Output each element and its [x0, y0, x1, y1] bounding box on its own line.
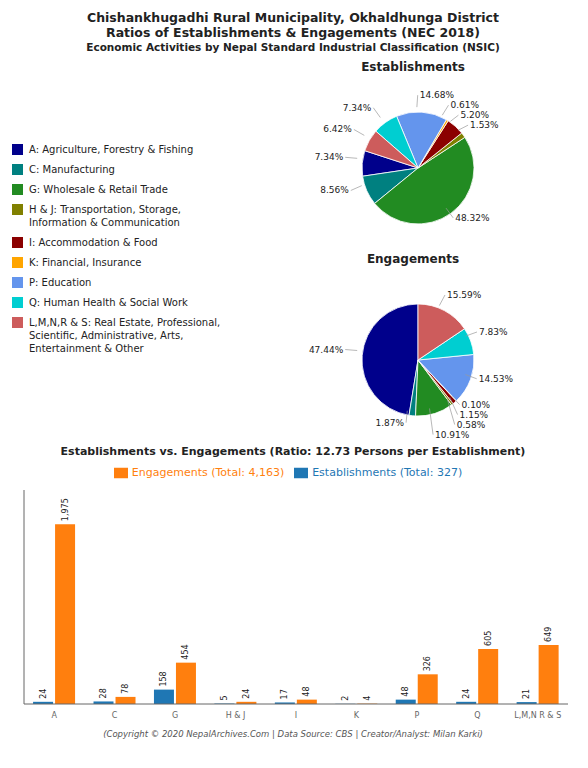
svg-text:2: 2	[341, 696, 350, 701]
svg-text:17: 17	[280, 689, 289, 699]
html-text:L,M,N,R & S: Real Estate, Prof: L,M,N,R & S: Real Estate, Professional, …	[29, 316, 221, 354]
svg-text:0.10%: 0.10%	[462, 400, 491, 410]
html-text:Chishankhugadhi Rural Municipa: Chishankhugadhi Rural Municipality, Okha…	[87, 10, 499, 40]
html-text:Establishments (Total: 327): Establishments (Total: 327)	[312, 466, 463, 479]
svg-text:14.53%: 14.53%	[479, 374, 514, 384]
svg-text:28: 28	[99, 688, 108, 698]
svg-text:24: 24	[39, 689, 48, 699]
svg-text:605: 605	[484, 631, 493, 646]
svg-text:48: 48	[302, 686, 311, 696]
svg-text:7.34%: 7.34%	[343, 103, 372, 113]
svg-text:0.61%: 0.61%	[451, 100, 480, 110]
svg-text:1,975: 1,975	[61, 498, 70, 521]
svg-text:15.59%: 15.59%	[447, 290, 482, 300]
svg-text:48.32%: 48.32%	[455, 213, 490, 223]
svg-text:24: 24	[462, 689, 471, 699]
html-text:I: Accommodation & Food: I: Accommodation & Food	[29, 236, 158, 248]
html-text:Q: Human Health & Social Work: Q: Human Health & Social Work	[29, 296, 188, 308]
html-text:(Copyright © 2020 NepalArchive: (Copyright © 2020 NepalArchives.Com | Da…	[103, 729, 483, 739]
svg-text:G: G	[172, 711, 178, 720]
svg-text:A: A	[51, 711, 57, 720]
svg-text:1.15%: 1.15%	[460, 410, 489, 420]
html-text:G: Wholesale & Retail Trade: G: Wholesale & Retail Trade	[29, 183, 168, 195]
svg-text:C: C	[112, 711, 118, 720]
svg-text:10.91%: 10.91%	[435, 430, 470, 440]
html-text:P: Education: P: Education	[29, 276, 92, 288]
html-text:C: Manufacturing: C: Manufacturing	[29, 163, 115, 175]
html-text:H & J: Transportation, Storage: H & J: Transportation, Storage, Informat…	[29, 203, 181, 228]
svg-text:48: 48	[401, 686, 410, 696]
svg-text:78: 78	[121, 684, 130, 694]
svg-text:24: 24	[242, 689, 251, 699]
svg-text:7.34%: 7.34%	[315, 152, 344, 162]
svg-text:21: 21	[522, 689, 531, 699]
html-text:Establishments: Establishments	[361, 60, 465, 74]
svg-text:6.42%: 6.42%	[323, 124, 352, 134]
html-text:Engagements: Engagements	[366, 252, 460, 266]
svg-text:8.56%: 8.56%	[320, 185, 349, 195]
svg-text:5: 5	[220, 695, 229, 700]
svg-text:47.44%: 47.44%	[309, 345, 344, 355]
svg-text:P: P	[414, 711, 419, 720]
svg-text:158: 158	[159, 671, 168, 686]
html-text:Economic Activities by Nepal S: Economic Activities by Nepal Standard In…	[86, 41, 500, 53]
svg-text:326: 326	[423, 656, 432, 671]
svg-text:1.87%: 1.87%	[375, 418, 404, 428]
html-text:Engagements (Total: 4,163): Engagements (Total: 4,163)	[131, 466, 285, 479]
svg-text:Q: Q	[474, 711, 480, 720]
svg-text:4: 4	[363, 696, 372, 701]
svg-text:7.83%: 7.83%	[479, 327, 508, 337]
svg-text:5.20%: 5.20%	[460, 110, 489, 120]
svg-text:L,M,N R & S: L,M,N R & S	[514, 711, 561, 720]
svg-text:H & J: H & J	[226, 711, 246, 720]
svg-text:0.58%: 0.58%	[457, 420, 486, 430]
svg-text:1.53%: 1.53%	[470, 120, 499, 130]
svg-text:14.68%: 14.68%	[420, 90, 455, 100]
svg-text:649: 649	[544, 627, 553, 642]
html-text:Establishments vs. Engagements: Establishments vs. Engagements (Ratio: 1…	[60, 445, 526, 458]
svg-text:K: K	[354, 711, 360, 720]
svg-text:454: 454	[181, 644, 190, 659]
html-text:A: Agriculture, Forestry & Fis: A: Agriculture, Forestry & Fishing	[29, 143, 194, 155]
html-text:K: Financial, Insurance: K: Financial, Insurance	[29, 256, 142, 268]
svg-text:I: I	[295, 711, 297, 720]
